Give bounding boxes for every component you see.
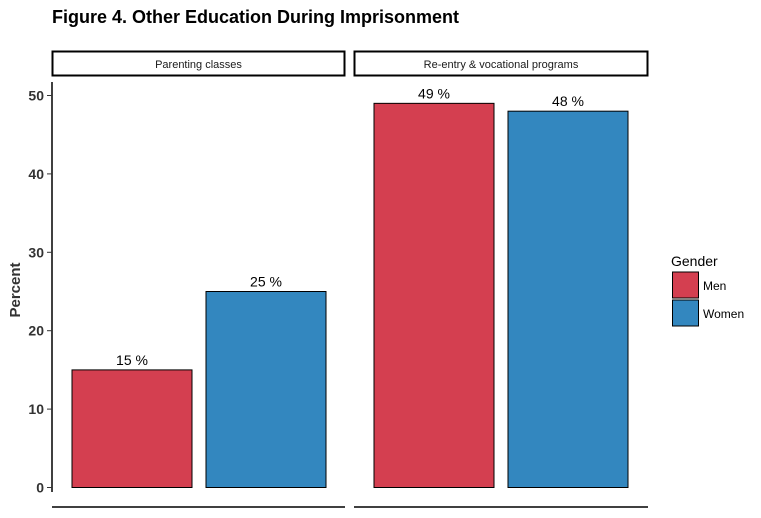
bar-value-label: 48 %: [552, 93, 584, 109]
bar-men: [373, 102, 495, 488]
y-tick-label: 50: [28, 88, 44, 104]
bar-value-label: 25 %: [250, 274, 282, 290]
bar-value-label: 49 %: [418, 85, 450, 101]
legend: Gender Men Women: [671, 253, 744, 327]
legend-title: Gender: [671, 253, 718, 269]
bar-women: [507, 110, 629, 489]
facet-strip: [353, 50, 649, 77]
facet-strip-label: Parenting classes: [155, 59, 242, 71]
bar-value-label: 15 %: [116, 352, 148, 368]
legend-label-women: Women: [703, 307, 744, 321]
chart-title: Figure 4. Other Education During Impriso…: [52, 7, 459, 27]
facet-panel: Parenting classes 15 % 25 %: [51, 50, 346, 508]
y-axis: 0 10 20 30 40 50: [28, 82, 53, 496]
facet-panel: Re-entry & vocational programs 49 % 48 %: [353, 50, 649, 508]
y-tick-label: 20: [28, 323, 44, 339]
facet-panels: Parenting classes 15 % 25 % Re-entry & voca…: [51, 50, 649, 508]
legend-key-women: [672, 299, 699, 327]
y-axis-title: Percent: [7, 262, 24, 317]
bar-men: [71, 369, 193, 488]
legend-label-men: Men: [703, 279, 726, 293]
legend-key-men: [672, 271, 699, 299]
facet-strip-label: Re-entry & vocational programs: [424, 59, 579, 71]
y-tick-label: 10: [28, 401, 44, 417]
y-tick-label: 30: [28, 244, 44, 260]
y-tick-label: 0: [36, 480, 44, 496]
bar-women: [205, 291, 327, 488]
y-tick-label: 40: [28, 166, 44, 182]
facet-strip: [51, 50, 346, 77]
